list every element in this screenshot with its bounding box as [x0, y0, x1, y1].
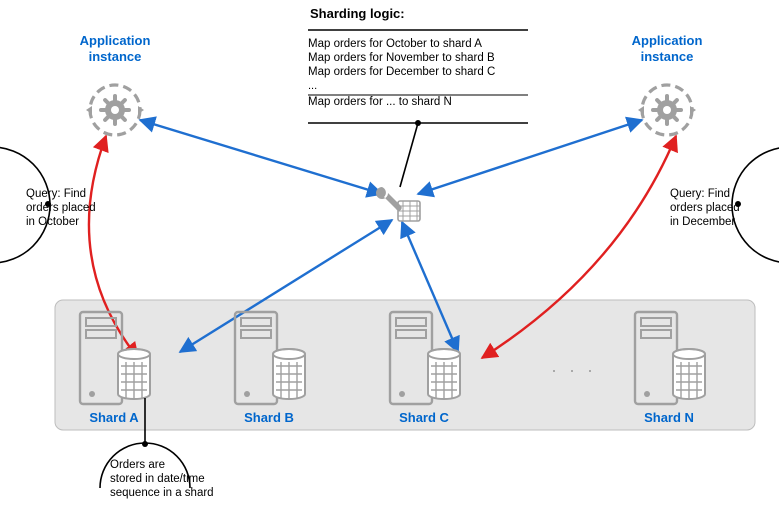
logic-connector: [400, 123, 418, 187]
note-text: Orders are: [110, 459, 165, 471]
shard-label: Shard N: [644, 410, 694, 425]
query-text: Query: Find: [670, 188, 730, 200]
note-text: stored in date/time: [110, 473, 205, 485]
query-dot: [45, 201, 51, 207]
app-instance: [86, 85, 144, 135]
app-label-1: Application: [80, 33, 151, 48]
query-dot: [735, 201, 741, 207]
app-instance: [638, 85, 696, 135]
query-text: orders placed: [670, 202, 740, 214]
sharding-logic-line: Map orders for October to shard A: [308, 38, 482, 50]
app-label-2: instance: [89, 49, 142, 64]
query-text: Query: Find: [26, 188, 86, 200]
sharding-logic-line: Map orders for December to shard C: [308, 66, 495, 78]
logic-connector-dot: [415, 120, 421, 126]
shard-ellipsis: . . .: [551, 356, 596, 376]
query-text: in October: [26, 216, 79, 228]
note-text: sequence in a shard: [110, 487, 214, 499]
shard-label: Shard A: [89, 410, 139, 425]
route-arrow-1: [418, 120, 642, 194]
shard-label: Shard B: [244, 410, 294, 425]
router-icon: [376, 187, 420, 221]
route-arrow-0: [140, 120, 382, 194]
sharding-logic-line: ...: [308, 80, 317, 92]
shard-label: Shard C: [399, 410, 449, 425]
sharding-logic-line: Map orders for November to shard B: [308, 52, 495, 64]
app-label-1: Application: [632, 33, 703, 48]
sharding-logic-title: Sharding logic:: [310, 6, 405, 21]
query-text: orders placed: [26, 202, 96, 214]
query-text: in December: [670, 216, 735, 228]
sharding-logic-line: Map orders for ... to shard N: [308, 96, 452, 108]
app-label-2: instance: [641, 49, 694, 64]
